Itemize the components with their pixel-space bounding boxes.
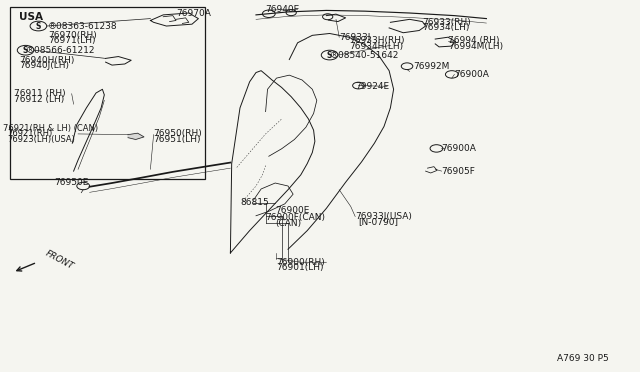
Text: 76934(LH): 76934(LH) [422,23,470,32]
Text: S: S [327,51,332,60]
Text: ®08540-51642: ®08540-51642 [330,51,399,60]
Text: 76900A: 76900A [442,144,476,153]
Text: 76933(RH): 76933(RH) [422,18,471,27]
Text: 76921(RH): 76921(RH) [8,129,53,138]
Text: 76900E: 76900E [275,206,310,215]
Text: [N-0790]: [N-0790] [358,218,398,227]
Bar [10,7,205,179]
Text: 76933H(RH): 76933H(RH) [349,36,404,45]
Text: 76994M(LH): 76994M(LH) [448,42,503,51]
Text: 76950E: 76950E [54,178,89,187]
Text: USA: USA [19,12,44,22]
Text: 76912 (LH): 76912 (LH) [14,95,65,104]
Text: (CAN): (CAN) [275,219,301,228]
Text: ®08363-61238: ®08363-61238 [48,22,118,31]
Polygon shape [128,133,144,140]
Text: 86815: 86815 [240,198,269,207]
Text: 76900(RH): 76900(RH) [276,258,325,267]
Text: 76921(RH & LH) (CAN): 76921(RH & LH) (CAN) [3,124,99,133]
Text: 76934H(LH): 76934H(LH) [349,42,403,51]
Text: 76994 (RH): 76994 (RH) [448,36,499,45]
Text: 76940E: 76940E [266,5,300,14]
Text: 76905F: 76905F [442,167,476,176]
Text: 76950(RH): 76950(RH) [154,129,202,138]
Text: A769 30 P5: A769 30 P5 [557,355,609,363]
Text: 76970(RH): 76970(RH) [48,31,97,40]
Text: 76940J(LH): 76940J(LH) [19,61,69,70]
Text: ®08566-61212: ®08566-61212 [26,46,95,55]
Text: 76992M: 76992M [413,62,449,71]
Text: 76970A: 76970A [176,9,211,17]
Text: 76923(LH)(USA): 76923(LH)(USA) [8,135,76,144]
Text: 76933J: 76933J [339,33,371,42]
Text: S: S [23,46,28,55]
Text: 76901(LH): 76901(LH) [276,263,324,272]
Text: 76933J(USA): 76933J(USA) [355,212,412,221]
Text: 76951(LH): 76951(LH) [154,135,201,144]
Text: S: S [36,22,41,31]
Text: 76940H(RH): 76940H(RH) [19,56,75,65]
Text: 76911 (RH): 76911 (RH) [14,89,66,98]
Text: 76971(LH): 76971(LH) [48,36,95,45]
Text: 76900A: 76900A [454,70,489,79]
Text: 79924E: 79924E [355,82,389,91]
Text: FRONT: FRONT [44,249,75,272]
Text: 76900F(CAN): 76900F(CAN) [266,213,326,222]
